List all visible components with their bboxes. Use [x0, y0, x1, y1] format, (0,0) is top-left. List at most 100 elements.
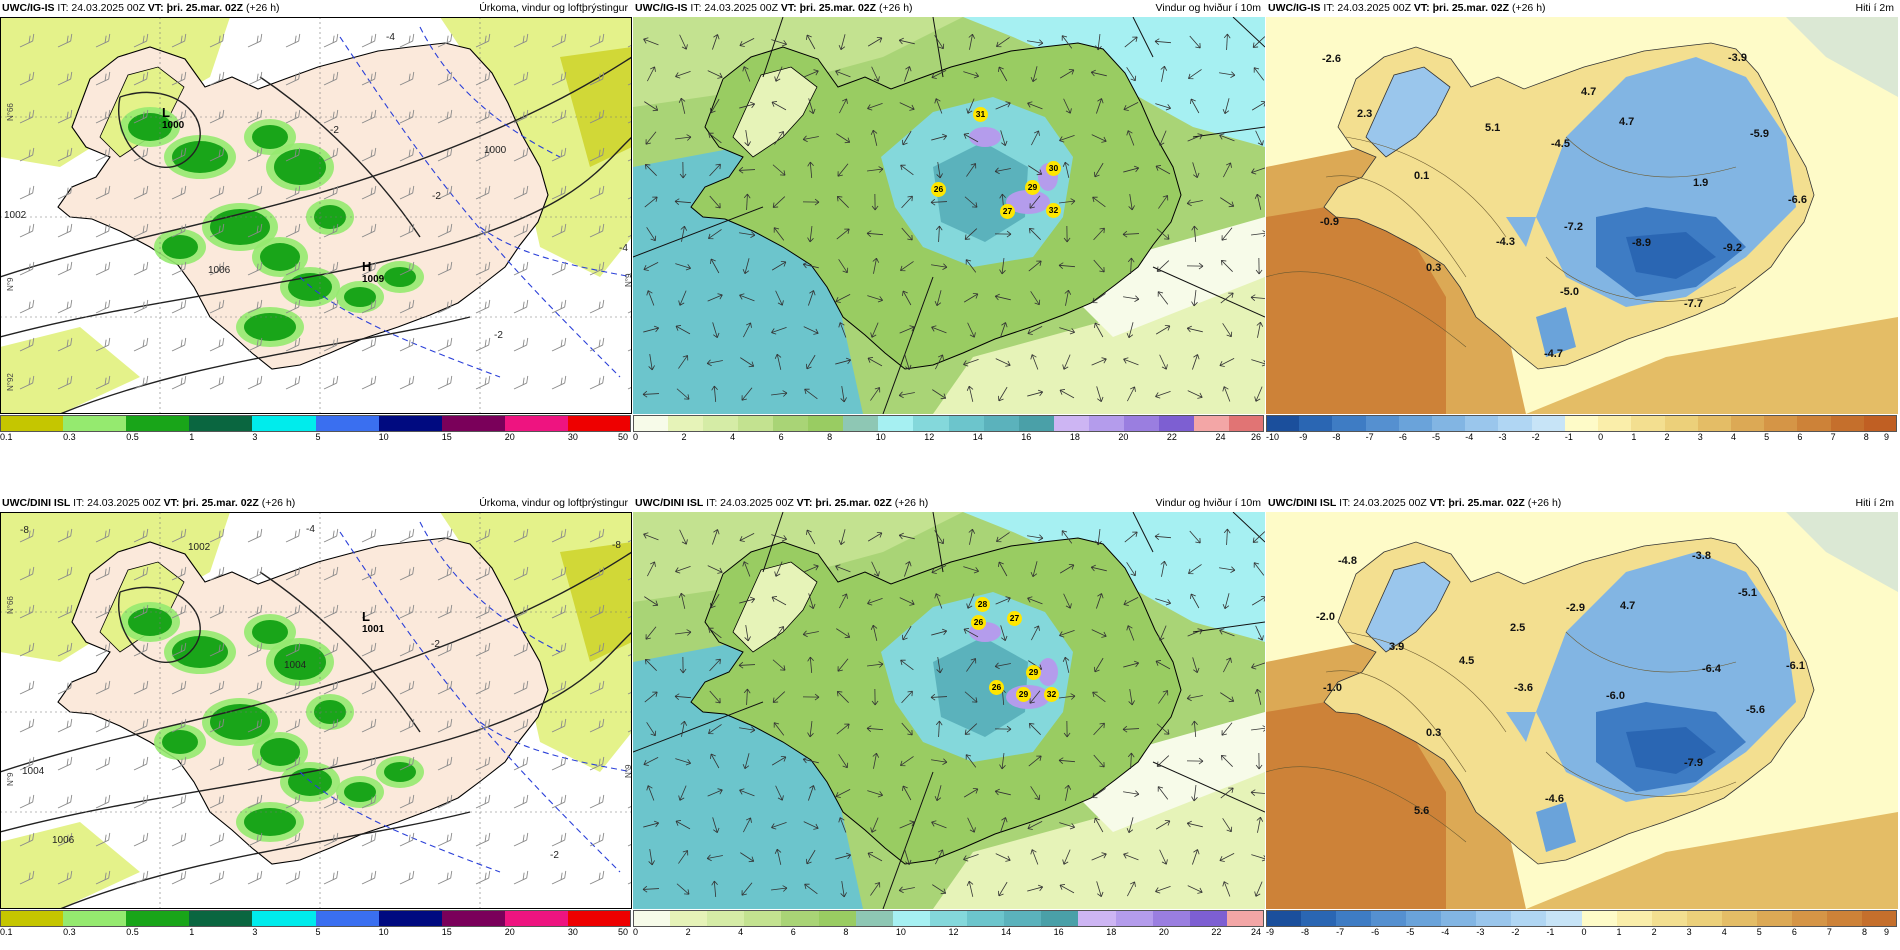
colorbar-swatch [1791, 910, 1828, 927]
temperature-label: -2.6 [1322, 53, 1341, 65]
colorbar-swatch [126, 415, 159, 432]
colorbar-swatch [31, 415, 64, 432]
colorbar-swatch [1371, 910, 1407, 927]
colorbar-swatch [94, 910, 127, 927]
colorbar-swatch [878, 415, 914, 432]
colorbar-swatch [315, 415, 348, 432]
lead-time: (+26 h) [876, 2, 913, 14]
colorbar-swatch [473, 415, 506, 432]
temperature-label: -2.0 [1316, 611, 1335, 623]
colorbar-swatch [948, 415, 985, 432]
colorbar-tick-label: 2 [1651, 927, 1657, 937]
colorbar-swatch [843, 415, 879, 432]
map-area: -4.8 -3.8 -5.1 -2.9 4.7 -2.0 2.5 3.9 4.5 -6.4 -6.1… [1266, 512, 1898, 909]
colorbar-tick-label: 1 [1631, 432, 1637, 442]
colorbar-swatch [567, 910, 600, 927]
pressure-center-letter: L [362, 609, 370, 624]
colorbar-tick-label: 18 [1069, 432, 1080, 442]
temperature-label: 4.7 [1619, 116, 1635, 128]
isoline-label: -2 [494, 330, 503, 341]
colorbar: 0.1 0.3 0.5 1 3 5 10 15 20 30 50 [0, 910, 632, 946]
colorbar-swatch [1226, 910, 1265, 927]
colorbar-tick-label: 16 [1053, 927, 1064, 937]
precipitation-map [0, 17, 632, 414]
colorbar-swatch [1193, 415, 1230, 432]
colorbar-swatch [633, 910, 671, 927]
colorbar-frame [633, 415, 1264, 432]
temperature-label: -2.9 [1566, 602, 1585, 614]
temperature-map [1266, 512, 1898, 909]
forecast-panel: UWC/IG-IS IT: 24.03.2025 00Z VT: þri. 25… [633, 0, 1265, 451]
colorbar-tick-label: 3 [1686, 927, 1692, 937]
colorbar-frame [633, 910, 1264, 927]
panel-header: UWC/IG-IS IT: 24.03.2025 00Z VT: þri. 25… [1266, 0, 1898, 16]
colorbar-frame [0, 910, 631, 927]
colorbar-swatch [808, 415, 844, 432]
colorbar-tick-label: -1 [1546, 927, 1555, 937]
temperature-label: -4.5 [1551, 138, 1570, 150]
colorbar-tick-label: -8 [1301, 927, 1310, 937]
colorbar-swatch [703, 415, 739, 432]
isoline-label: -4 [386, 32, 395, 43]
colorbar-swatch [410, 910, 443, 927]
temperature-label: -9.2 [1723, 242, 1742, 254]
colorbar-swatch [504, 415, 537, 432]
colorbar-swatch [410, 415, 443, 432]
temperature-label: -5.0 [1560, 286, 1579, 298]
colorbar-tick-label: 0 [1581, 927, 1587, 937]
isoline-label: -8 [20, 525, 29, 536]
colorbar-swatch [599, 910, 632, 927]
colorbar-swatch [1616, 910, 1653, 927]
colorbar-swatch [855, 910, 894, 927]
colorbar-swatch [157, 910, 190, 927]
temperature-label: 5.1 [1485, 122, 1501, 134]
colorbar-swatch [1004, 910, 1042, 927]
colorbar-tick-label: 4 [1730, 432, 1736, 442]
colorbar-swatch [252, 415, 285, 432]
isoline-label: -4 [306, 524, 315, 535]
colorbar-tick-label: -7 [1365, 432, 1374, 442]
temperature-label: -5.6 [1746, 704, 1765, 716]
latitude-label: N°92 [6, 373, 15, 391]
colorbar-tick-label: -2 [1511, 927, 1520, 937]
colorbar-swatch [63, 415, 96, 432]
colorbar-tick-label: 22 [1166, 432, 1177, 442]
colorbar-swatch [1511, 910, 1547, 927]
colorbar-swatch [983, 415, 1020, 432]
panel-title: Úrkoma, vindur og loftþrýstingur [479, 2, 628, 14]
temperature-label: -3.8 [1692, 550, 1711, 562]
colorbar-swatch [1826, 910, 1863, 927]
colorbar-swatch [668, 415, 704, 432]
colorbar-tick-label: 3 [1697, 432, 1703, 442]
colorbar-tick-label: -7 [1336, 927, 1345, 937]
temperature-label: -4.7 [1544, 348, 1563, 360]
map-area: L 1001 -8 1002 -4 -8 1004 -2 1004 1006 -2 N°66 N°9 N°… [0, 512, 632, 909]
colorbar-swatch [773, 415, 809, 432]
colorbar-swatch [1266, 415, 1300, 432]
colorbar-swatch [1432, 415, 1466, 432]
colorbar-swatch [378, 415, 411, 432]
colorbar-swatch [0, 910, 33, 927]
gust-value-label: 26 [989, 680, 1004, 695]
temperature-label: -4.3 [1496, 236, 1515, 248]
isoline-label: 1004 [284, 660, 307, 671]
colorbar-tick-label: 5 [315, 927, 321, 937]
colorbar-tick-label: 7 [1826, 927, 1832, 937]
gust-value-label: 29 [1016, 687, 1031, 702]
colorbar-swatch [441, 415, 474, 432]
isoline-label: -2 [330, 125, 339, 136]
colorbar-tick-label: 5 [1756, 927, 1762, 937]
colorbar-tick-label: 1 [189, 927, 195, 937]
colorbar-tick-label: 15 [441, 432, 452, 442]
model-name: UWC/IG-IS [1268, 2, 1321, 14]
temperature-label: -7.2 [1564, 221, 1583, 233]
colorbar-swatch [1564, 415, 1599, 432]
colorbar-tick-label: 20 [504, 432, 515, 442]
lead-time: (+26 h) [891, 497, 929, 509]
panel-title: Úrkoma, vindur og loftþrýstingur [479, 497, 628, 509]
isoline-label: -4 [619, 243, 628, 254]
valid-time: VT: þri. 25.mar. 02Z [163, 497, 259, 509]
colorbar-swatch [31, 910, 64, 927]
colorbar-swatch [670, 910, 708, 927]
temperature-label: 2.3 [1357, 108, 1373, 120]
